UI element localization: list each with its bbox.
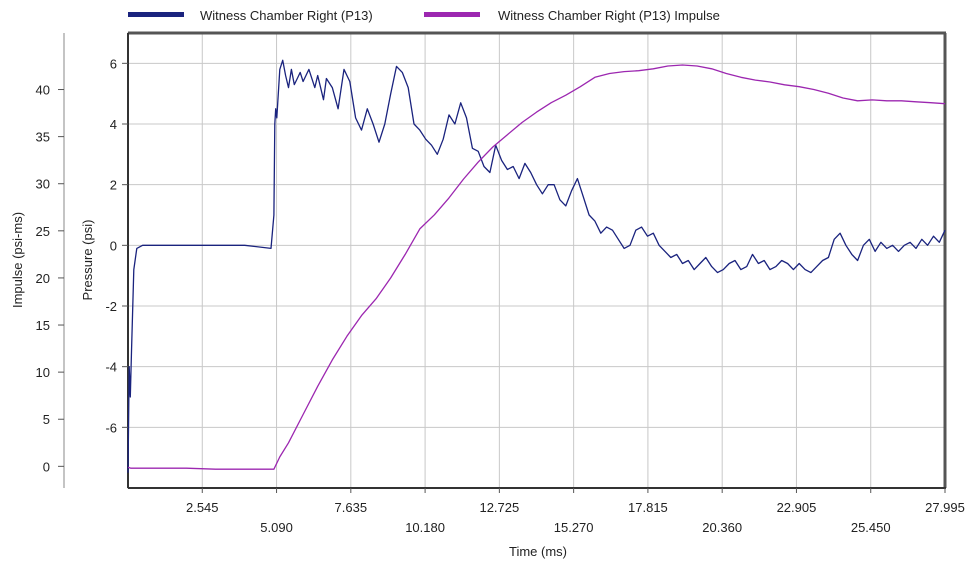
series-line-pressure — [127, 59, 946, 473]
legend-label-pressure: Witness Chamber Right (P13) — [200, 8, 373, 23]
x-axis: 2.545 5.090 7.635 10.180 12.725 15.270 17.815 2… — [186, 488, 965, 535]
x-tick-label: 17.815 — [628, 500, 668, 515]
plot-area — [127, 32, 946, 489]
impulse-tick-label: 30 — [36, 177, 50, 192]
impulse-axis: 40 35 30 25 20 15 10 5 0 — [36, 83, 64, 474]
grid-lines — [128, 33, 945, 488]
pressure-axis-title: Pressure (psi) — [80, 220, 95, 301]
legend: Witness Chamber Right (P13) Witness Cham… — [128, 8, 720, 23]
x-tick-label: 27.995 — [925, 500, 965, 515]
pressure-tick-label: 2 — [110, 178, 117, 193]
impulse-tick-label: 0 — [43, 459, 50, 474]
impulse-axis-title: Impulse (psi-ms) — [10, 212, 25, 308]
x-tick-label: 2.545 — [186, 500, 219, 515]
impulse-tick-label: 20 — [36, 271, 50, 286]
impulse-tick-label: 35 — [36, 130, 50, 145]
x-tick-label: 12.725 — [479, 500, 519, 515]
impulse-tick-label: 10 — [36, 365, 50, 380]
series-group — [127, 59, 946, 473]
pressure-tick-label: 4 — [110, 117, 117, 132]
legend-swatch-impulse — [424, 12, 480, 17]
x-tick-label: 22.905 — [777, 500, 817, 515]
x-tick-label: 15.270 — [554, 520, 594, 535]
pressure-tick-label: -6 — [105, 420, 117, 435]
pressure-tick-label: -2 — [105, 299, 117, 314]
x-tick-label: 25.450 — [851, 520, 891, 535]
legend-swatch-pressure — [128, 12, 184, 17]
x-tick-label: 7.635 — [335, 500, 368, 515]
pressure-tick-label: 0 — [110, 238, 117, 253]
legend-item-pressure[interactable]: Witness Chamber Right (P13) — [128, 8, 373, 23]
impulse-tick-label: 25 — [36, 224, 50, 239]
x-tick-label: 10.180 — [405, 520, 445, 535]
series-line-impulse — [127, 64, 946, 470]
legend-label-impulse: Witness Chamber Right (P13) Impulse — [498, 8, 720, 23]
x-axis-title: Time (ms) — [509, 544, 567, 559]
impulse-tick-label: 15 — [36, 318, 50, 333]
impulse-tick-label: 5 — [43, 412, 50, 427]
pressure-axis: 6 4 2 0 -2 -4 -6 — [105, 56, 128, 435]
pressure-tick-label: -4 — [105, 360, 117, 375]
impulse-tick-label: 40 — [36, 83, 50, 98]
pressure-tick-label: 6 — [110, 56, 117, 71]
x-tick-label: 5.090 — [260, 520, 293, 535]
legend-item-impulse[interactable]: Witness Chamber Right (P13) Impulse — [424, 8, 720, 23]
x-tick-label: 20.360 — [702, 520, 742, 535]
